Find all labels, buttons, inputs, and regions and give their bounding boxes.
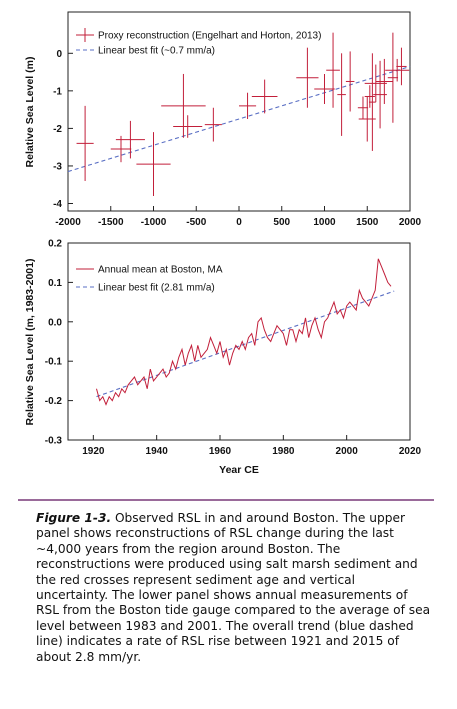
figure-caption: Figure 1-3. Observed RSL in and around B… [36,511,431,665]
figure-label: Figure 1-3. [36,511,112,525]
proxy-cross [173,115,203,138]
lower-x-axis-label: Year CE [219,464,259,476]
upper-xtick-label: 1000 [313,217,336,228]
lower-xtick-label: 1940 [146,446,169,457]
proxy-cross [115,120,145,159]
upper-ytick-label: -2 [53,124,62,135]
lower-panel: 0.2 0.1 0.0 -0.1 -0.2 -0.3 1920 1940 1960 1980 20… [24,239,422,477]
lower-y-axis-label: Relative Sea Level (m, 1983-2001) [24,259,36,426]
legend-proxy-label: Proxy reconstruction (Engelhart and Hort… [98,31,321,42]
upper-x-axis: -2000 -1500 -1000 -500 0 500 1000 1500 2000 [55,206,422,228]
figure-canvas: 0 -1 -2 -3 -4 -2000 -1500 -1000 -500 0 500 1000 150… [24,11,422,477]
upper-fit-line [67,65,411,173]
lower-xtick-label: 2000 [336,446,359,457]
lower-ytick-label: -0.2 [45,396,63,407]
proxy-cross [239,92,257,120]
upper-ytick-label: -1 [53,86,62,97]
proxy-cross [314,73,335,104]
lower-x-axis: 1920 1940 1960 1980 2000 2020 [82,435,422,457]
lower-ytick-label: -0.1 [45,357,63,368]
upper-ytick-label: -4 [53,199,62,210]
lower-xtick-label: 1920 [82,446,105,457]
upper-y-axis: 0 -1 -2 -3 -4 [53,49,73,210]
proxy-cross [364,85,375,108]
proxy-cross [375,58,393,104]
lower-ytick-label: 0.0 [48,317,62,328]
upper-plot-frame [67,11,411,212]
lower-plot-frame [67,242,411,441]
upper-xtick-label: -1500 [98,217,124,228]
proxy-cross [368,53,376,151]
proxy-cross [296,47,319,108]
upper-ytick-label: 0 [56,49,62,60]
caption-text: Observed RSL in and around Boston. The u… [36,511,431,664]
upper-xtick-label: 500 [273,217,290,228]
upper-xtick-label: -500 [186,217,206,228]
proxy-cross [326,32,340,108]
proxy-cross [387,32,399,123]
lower-xtick-label: 1960 [209,446,232,457]
proxy-cross [337,53,346,136]
upper-panel: 0 -1 -2 -3 -4 -2000 -1500 -1000 -500 0 500 1000 150… [24,11,422,228]
upper-xtick-label: 2000 [399,217,422,228]
upper-xtick-label: 1500 [356,217,379,228]
lower-y-axis: 0.2 0.1 0.0 -0.1 -0.2 -0.3 [45,239,73,447]
legend-lower-fit-label: Linear best fit (2.81 mm/a) [98,283,215,294]
lower-xtick-label: 2020 [399,446,422,457]
lower-fit-line [96,290,395,398]
lower-ytick-label: -0.3 [45,436,63,447]
upper-xtick-label: -2000 [55,217,81,228]
lower-ytick-label: 0.2 [48,239,62,250]
proxy-cross [345,51,355,112]
proxy-cross [136,132,171,196]
proxy-crosses [76,32,410,196]
upper-ytick-label: -3 [53,161,62,172]
upper-xtick-label: 0 [236,217,242,228]
proxy-cross [358,96,376,142]
proxy-cross [161,73,206,138]
lower-ytick-label: 0.1 [48,278,62,289]
proxy-cross [385,58,410,82]
proxy-cross [251,79,278,114]
proxy-cross [110,135,132,163]
proxy-cross [364,64,387,103]
proxy-cross [373,60,387,129]
lower-xtick-label: 1980 [272,446,295,457]
legend-annual-label: Annual mean at Boston, MA [98,265,223,276]
caption-divider [18,499,434,501]
lower-legend: Annual mean at Boston, MA Linear best fi… [76,265,223,294]
legend-upper-fit-label: Linear best fit (~0.7 mm/a) [98,46,215,57]
proxy-cross [76,105,94,181]
upper-legend: Proxy reconstruction (Engelhart and Hort… [76,28,321,57]
proxy-cross [204,107,222,142]
upper-xtick-label: -1000 [141,217,167,228]
annual-mean-line [96,258,392,406]
proxy-cross [396,47,407,86]
upper-y-axis-label: Relative Sea Level (m) [24,57,36,168]
proxy-cross [357,96,369,120]
